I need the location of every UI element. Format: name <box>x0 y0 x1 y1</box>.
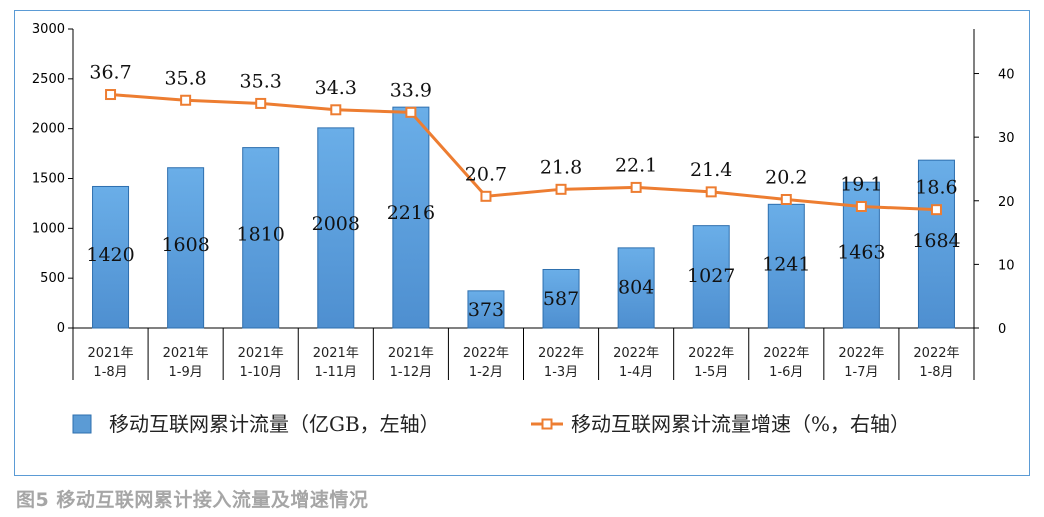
left-tick-label: 500 <box>40 271 65 286</box>
category-label-period: 1-7月 <box>844 365 878 380</box>
line-value-label: 36.7 <box>89 62 131 84</box>
category-label-year: 2021年 <box>163 346 209 361</box>
category-label-year: 2022年 <box>763 346 809 361</box>
bar <box>317 127 355 329</box>
line-value-label: 20.2 <box>765 166 807 188</box>
right-tick-label: 10 <box>998 258 1015 273</box>
bar <box>767 203 805 329</box>
bar <box>692 225 730 329</box>
bar-value-label: 1241 <box>762 253 810 275</box>
category-label-year: 2021年 <box>388 346 434 361</box>
category-label-period: 1-12月 <box>390 365 433 380</box>
legend-line-label: 移动互联网累计流量增速（%，右轴） <box>571 412 910 436</box>
bar-value-label: 1608 <box>161 234 209 256</box>
category-label-year: 2022年 <box>913 346 959 361</box>
bar-value-label: 2216 <box>387 202 435 224</box>
line-point <box>480 190 492 202</box>
category-label-period: 1-4月 <box>619 365 653 380</box>
left-tick-label: 2500 <box>32 72 65 87</box>
right-tick-label: 30 <box>998 131 1015 146</box>
line-value-label: 19.1 <box>840 173 882 195</box>
line-value-label: 33.9 <box>390 79 432 101</box>
bar <box>92 185 130 329</box>
category-label-period: 1-9月 <box>169 365 203 380</box>
line-value-label: 35.8 <box>164 67 206 89</box>
line-point <box>930 204 942 216</box>
line-point <box>330 104 342 116</box>
bar-value-label: 373 <box>468 299 504 321</box>
bar-value-label: 587 <box>543 288 579 310</box>
left-tick-label: 2000 <box>32 122 65 137</box>
bar <box>617 247 655 329</box>
legend-bar-swatch <box>72 414 92 434</box>
right-tick-label: 40 <box>998 68 1015 83</box>
bar <box>542 268 580 329</box>
bar <box>467 290 505 329</box>
category-label-period: 1-11月 <box>315 365 358 380</box>
category-label-year: 2021年 <box>238 346 284 361</box>
line-value-label: 35.3 <box>240 70 282 92</box>
bar <box>917 159 955 329</box>
right-tick-label: 0 <box>998 322 1006 337</box>
bar-value-label: 1684 <box>912 230 960 252</box>
bar-value-label: 2008 <box>312 213 360 235</box>
line-point <box>405 106 417 118</box>
category-label-year: 2021年 <box>313 346 359 361</box>
left-tick-label: 3000 <box>32 22 65 37</box>
left-tick-label: 1500 <box>32 172 65 187</box>
left-tick-label: 1000 <box>32 221 65 236</box>
bar-value-label: 1027 <box>687 265 735 287</box>
line-point <box>630 181 642 193</box>
category-label-period: 1-2月 <box>469 365 503 380</box>
line-point <box>705 186 717 198</box>
category-label-period: 1-5月 <box>694 365 728 380</box>
legend-bar-label: 移动互联网累计流量（亿GB，左轴） <box>109 412 440 436</box>
line-value-label: 21.4 <box>690 159 732 181</box>
bar <box>242 147 280 329</box>
bar-value-label: 1463 <box>837 242 885 264</box>
category-label-period: 1-3月 <box>544 365 578 380</box>
bar-value-label: 1810 <box>237 223 285 245</box>
line-point <box>855 200 867 212</box>
category-label-year: 2022年 <box>613 346 659 361</box>
category-label-period: 1-6月 <box>769 365 803 380</box>
line-point <box>105 89 117 101</box>
line-value-label: 21.8 <box>540 156 582 178</box>
category-label-year: 2022年 <box>688 346 734 361</box>
line-point <box>555 183 567 195</box>
category-label-period: 1-8月 <box>919 365 953 380</box>
category-label-year: 2021年 <box>87 346 133 361</box>
category-label-period: 1-10月 <box>239 365 282 380</box>
left-tick-label: 0 <box>57 321 65 336</box>
figure-caption: 图5 移动互联网累计接入流量及增速情况 <box>16 489 369 511</box>
chart-svg: 0 500 1000 1500 2000 2500 3000 0 10 20 30 40 2021年 1-… <box>32 22 1015 436</box>
bar-value-label: 1420 <box>86 244 134 266</box>
chart-frame: 0 500 1000 1500 2000 2500 3000 0 10 20 30 40 2021年 1-… <box>14 10 1030 476</box>
category-label-year: 2022年 <box>463 346 509 361</box>
bar-value-label: 804 <box>618 277 654 299</box>
line-point <box>780 193 792 205</box>
bar <box>392 106 430 329</box>
category-label-year: 2022年 <box>538 346 584 361</box>
line-value-label: 20.7 <box>465 163 507 185</box>
line-value-label: 34.3 <box>315 77 357 99</box>
line-point <box>180 94 192 106</box>
right-tick-label: 20 <box>998 195 1015 210</box>
line-value-label: 22.1 <box>615 154 657 176</box>
legend-line-marker <box>541 418 553 430</box>
bar <box>167 167 205 329</box>
line-value-label: 18.6 <box>915 177 957 199</box>
line-point <box>255 97 267 109</box>
category-label-period: 1-8月 <box>93 365 127 380</box>
category-label-year: 2022年 <box>838 346 884 361</box>
growth-line <box>110 93 937 212</box>
